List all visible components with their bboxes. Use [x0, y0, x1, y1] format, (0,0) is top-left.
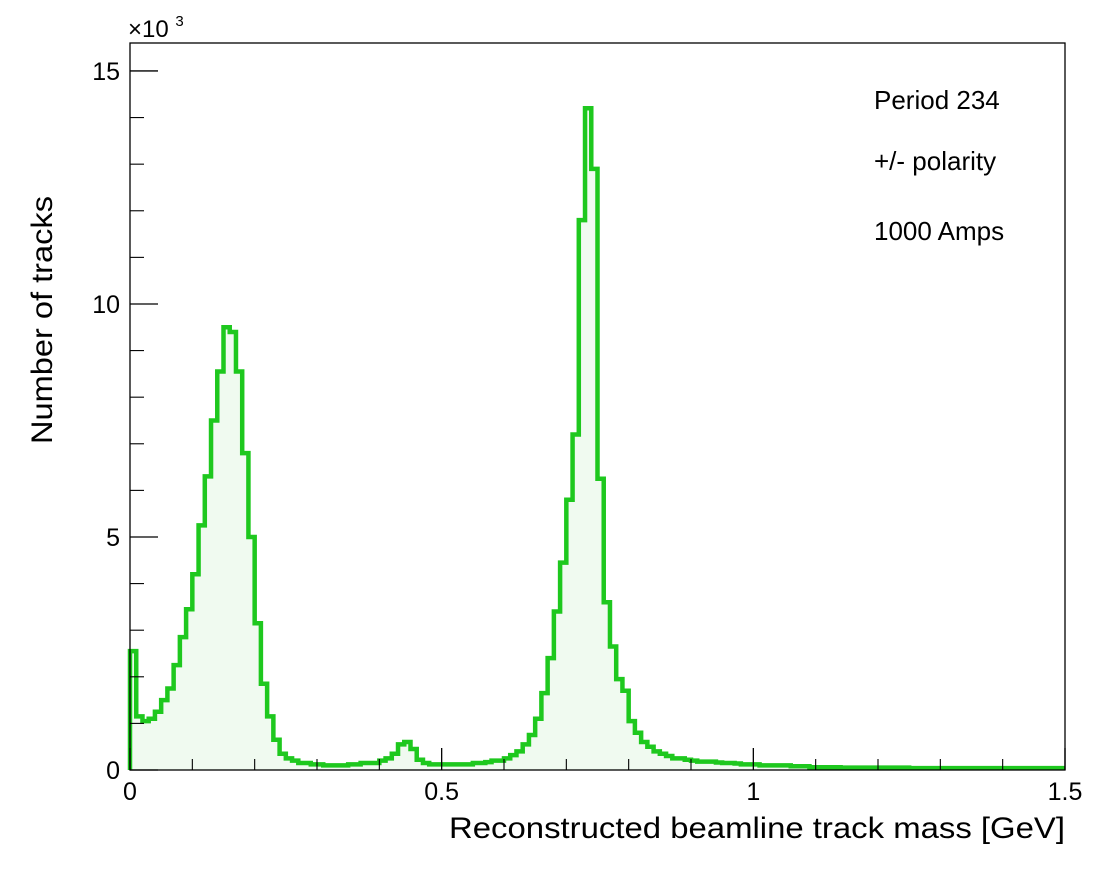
y-axis-title: Number of tracks [26, 196, 59, 444]
x-tick-label: 0 [123, 778, 137, 806]
y-multiplier: ×10 3 [128, 13, 184, 43]
plot-area [127, 105, 1065, 771]
x-tick-label: 0.5 [424, 778, 459, 806]
annotation-current: 1000 Amps [874, 216, 1004, 246]
annotation-polarity: +/- polarity [874, 146, 996, 176]
x-axis-title: Reconstructed beamline track mass [GeV] [449, 812, 1065, 845]
y-tick-label: 10 [92, 291, 120, 319]
y-multiplier-base: ×10 [128, 16, 169, 43]
annotation-period: Period 234 [874, 85, 1000, 115]
x-tick-label: 1.5 [1048, 778, 1083, 806]
x-tick-label: 1 [746, 778, 760, 806]
histogram-line [127, 105, 1065, 771]
axis-ticks [129, 70, 1066, 771]
tick-labels: 0 0.5 1 1.5 0 5 10 15 [92, 58, 1082, 806]
y-tick-label: 15 [92, 58, 120, 86]
y-multiplier-exponent: 3 [175, 13, 183, 30]
plot-frame [129, 42, 1066, 771]
y-tick-label: 0 [106, 757, 120, 785]
y-tick-label: 5 [106, 524, 120, 552]
